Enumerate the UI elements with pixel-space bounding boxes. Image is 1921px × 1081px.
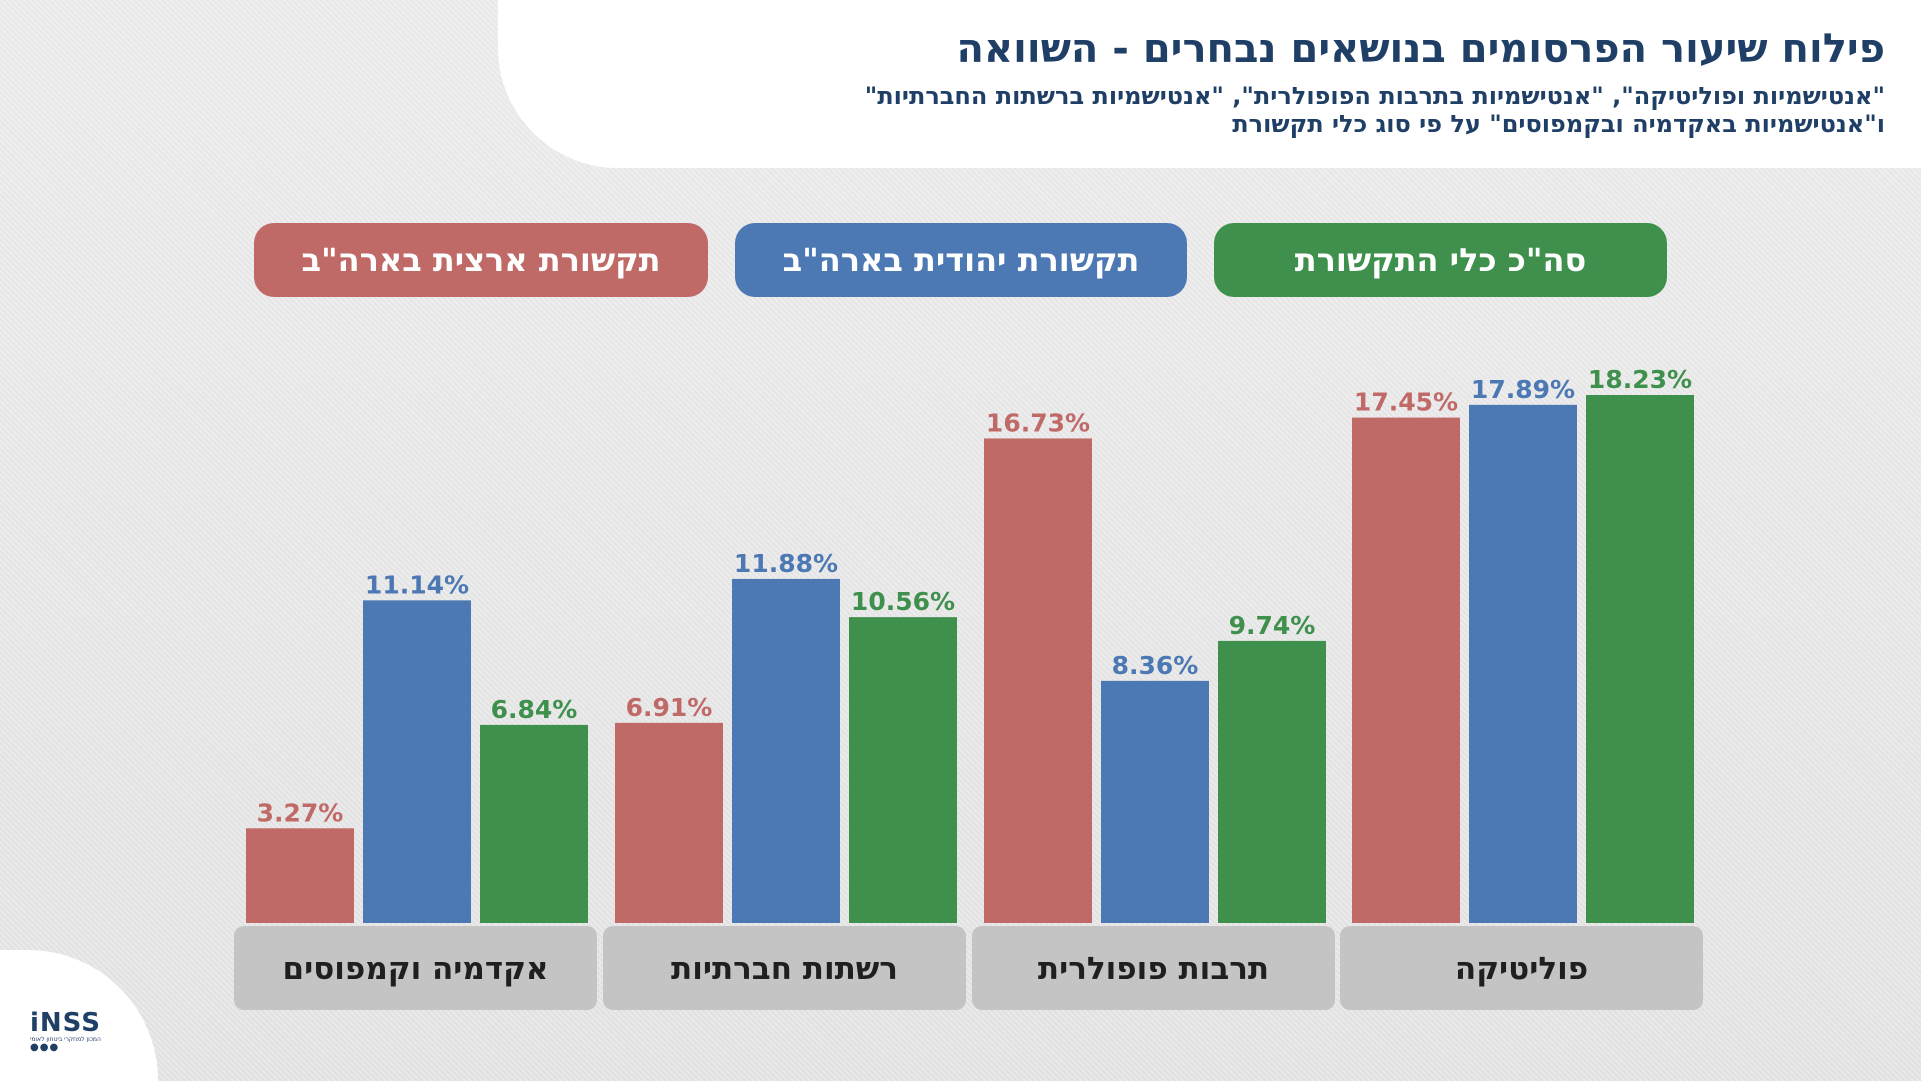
category-label: פוליטיקה [1455,951,1588,987]
logo-text: iNSS [30,1008,101,1038]
bar [1469,404,1577,923]
bar [246,828,354,923]
category-label: רשתות חברתיות [671,951,898,987]
data-label: 8.36% [1112,651,1199,680]
bar [849,617,957,923]
data-label: 3.27% [257,798,344,827]
category-box [234,926,597,1010]
header-panel: פילוח שיעור הפרסומים בנושאים נבחרים - הש… [498,0,1921,168]
legend-total-media: סה"כ כלי התקשורת [1214,223,1667,297]
category-label: תרבות פופולרית [1038,951,1269,987]
data-label: 18.23% [1588,365,1692,394]
bar [1586,395,1694,923]
data-label: 6.84% [491,695,578,724]
inss-logo: iNSS המכון למחקרי ביטחון לאומי ●●● [30,1010,110,1053]
bar [363,600,471,923]
bar [615,722,723,923]
logo-tagline: המכון למחקרי ביטחון לאומי [30,1036,101,1043]
subtitle-line-1: "אנטישמיות ופוליטיקה", "אנטישמיות בתרבות… [864,82,1885,110]
data-label: 11.88% [734,549,838,578]
chart-subtitle: "אנטישמיות ופוליטיקה", "אנטישמיות בתרבות… [585,82,1885,138]
bar [480,724,588,923]
logo-dots: ●●● [30,1042,60,1053]
chart-title: פילוח שיעור הפרסומים בנושאים נבחרים - הש… [956,26,1886,72]
category-label: אקדמיה וקמפוסים [283,951,549,987]
data-label: 16.73% [986,408,1090,437]
data-label: 17.45% [1354,388,1458,417]
category-box [603,926,966,1010]
data-label: 10.56% [851,587,955,616]
legend-us-jewish-media: תקשורת יהודית בארה"ב [735,223,1187,297]
data-label: 6.91% [626,693,713,722]
category-box [972,926,1335,1010]
data-label: 9.74% [1229,611,1316,640]
bar [1352,417,1460,923]
bar [732,578,840,923]
subtitle-line-2: ו"אנטישמיות באקדמיה ובקמפוסים" על פי סוג… [1232,110,1885,138]
bar [1218,640,1326,923]
bar [984,438,1092,923]
data-label: 11.14% [365,570,469,599]
bar [1101,680,1209,923]
category-box [1340,926,1703,1010]
data-label: 17.89% [1471,375,1575,404]
legend-us-national-media: תקשורת ארצית בארה"ב [254,223,708,297]
